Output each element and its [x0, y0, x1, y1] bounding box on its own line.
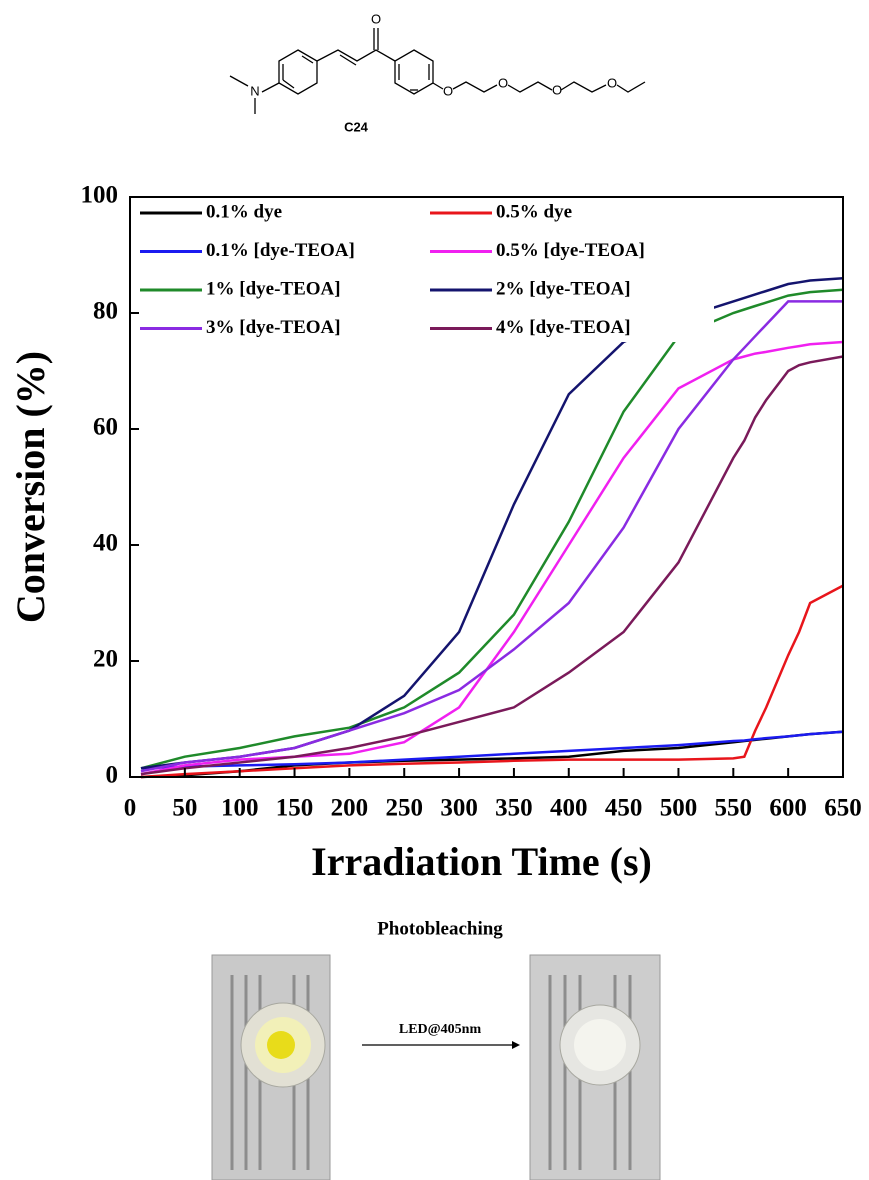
- x-tick-label: 150: [276, 795, 314, 822]
- atom: O: [607, 75, 617, 90]
- series-line: [140, 584, 844, 779]
- photo-title: Photobleaching: [377, 918, 503, 939]
- x-tick-label: 500: [660, 795, 698, 822]
- legend-label: 2% [dye-TEOA]: [496, 278, 631, 299]
- series-line: [140, 288, 844, 770]
- y-axis-title: Conversion (%): [8, 351, 53, 623]
- x-tick-label: 100: [221, 795, 259, 822]
- x-tick-label: 450: [605, 795, 643, 822]
- y-tick-label: 20: [93, 646, 118, 673]
- x-tick-label: 50: [172, 795, 197, 822]
- series-line: [140, 276, 844, 770]
- atom: O: [371, 11, 381, 26]
- legend-label: 3% [dye-TEOA]: [206, 317, 341, 338]
- x-tick-label: 0: [124, 795, 137, 822]
- legend-label: 1% [dye-TEOA]: [206, 278, 341, 299]
- legend-label: 0.1% [dye-TEOA]: [206, 240, 355, 261]
- x-tick-label: 350: [495, 795, 533, 822]
- y-tick-label: 40: [93, 530, 118, 557]
- x-tick-label: 600: [769, 795, 807, 822]
- y-tick-label: 0: [106, 762, 119, 789]
- x-tick-label: 200: [331, 795, 369, 822]
- compound-label: C24: [344, 119, 369, 134]
- x-tick-label: 400: [550, 795, 588, 822]
- x-tick-label: 250: [385, 795, 423, 822]
- photo-before: [211, 954, 331, 1180]
- legend-label: 0.5% [dye-TEOA]: [496, 240, 645, 261]
- x-axis-title: Irradiation Time (s): [311, 839, 652, 884]
- photo-after: [529, 954, 661, 1180]
- atom: O: [443, 83, 453, 98]
- legend-label: 0.5% dye: [496, 201, 572, 222]
- y-tick-label: 100: [81, 182, 119, 209]
- arrow-label: LED@405nm: [399, 1022, 482, 1037]
- y-tick-label: 80: [93, 298, 118, 325]
- x-tick-label: 300: [440, 795, 478, 822]
- plot-frame: [129, 196, 844, 778]
- atom: O: [498, 75, 508, 90]
- x-tick-label: 650: [824, 795, 862, 822]
- x-tick-label: 550: [715, 795, 753, 822]
- atom: O: [552, 82, 562, 97]
- structure: [229, 28, 646, 114]
- legend-label: 4% [dye-TEOA]: [496, 317, 631, 338]
- series-line: [140, 355, 844, 776]
- chart: 0.1% dye 0.5% dye 0.1% [dye-TEOA] 0.5% [dye…: [8, 182, 862, 884]
- legend-box: [134, 200, 714, 342]
- atom: N: [250, 83, 259, 98]
- legend-label: 0.1% dye: [206, 201, 282, 222]
- arrow-head: [512, 1041, 520, 1049]
- series-line: [140, 730, 844, 770]
- y-tick-label: 60: [93, 414, 118, 441]
- series-line: [140, 300, 843, 773]
